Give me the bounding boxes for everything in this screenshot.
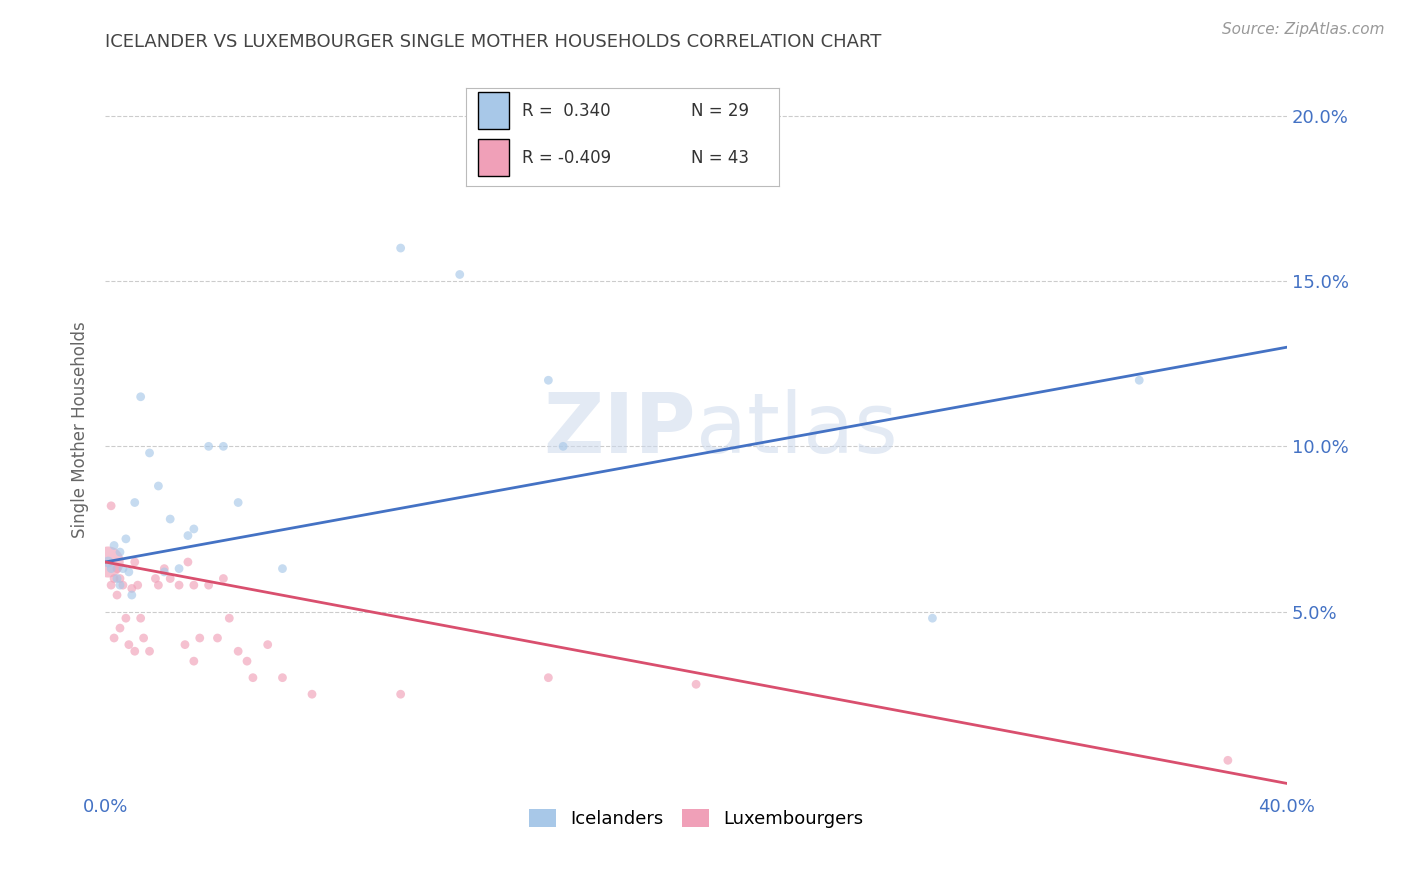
Point [389,687,412,701]
Point [226,495,249,509]
Point [167,561,190,575]
Point [108,545,131,559]
Point [129,611,152,625]
Y-axis label: Single Mother Households: Single Mother Households [72,321,89,538]
Point [183,654,205,668]
Point [236,654,259,668]
Point [103,572,125,586]
Text: Source: ZipAtlas.com: Source: ZipAtlas.com [1222,22,1385,37]
Point [197,578,219,592]
Point [218,611,240,625]
Point [212,439,235,453]
Point [138,644,160,658]
Point [97,555,120,569]
Point [148,578,170,592]
Point [167,578,190,592]
Point [124,555,146,569]
Point [449,268,471,282]
Point [97,555,120,569]
Text: atlas: atlas [696,389,898,470]
Point [537,373,560,387]
Point [177,555,200,569]
Point [132,631,155,645]
Text: ZIP: ZIP [544,389,696,470]
Point [1128,373,1150,387]
Point [1216,753,1239,767]
Point [138,446,160,460]
Point [124,644,146,658]
Point [226,644,249,658]
Point [242,671,264,685]
Point [108,572,131,586]
Point [153,565,176,579]
Point [212,572,235,586]
Point [271,671,294,685]
Point [148,479,170,493]
Point [108,621,131,635]
Point [100,578,122,592]
Point [118,565,141,579]
Point [553,439,575,453]
Point [115,611,138,625]
Point [153,561,176,575]
Point [124,495,146,509]
Point [301,687,323,701]
Point [271,561,294,575]
Point [115,532,138,546]
Point [111,561,134,575]
Point [127,578,149,592]
Point [103,539,125,553]
Point [183,522,205,536]
Point [389,241,412,255]
Point [537,671,560,685]
Point [921,611,943,625]
Point [129,390,152,404]
Point [103,631,125,645]
Point [159,572,181,586]
Text: ICELANDER VS LUXEMBOURGER SINGLE MOTHER HOUSEHOLDS CORRELATION CHART: ICELANDER VS LUXEMBOURGER SINGLE MOTHER … [105,33,882,51]
Point [118,638,141,652]
Legend: Icelanders, Luxembourgers: Icelanders, Luxembourgers [522,801,870,835]
Point [121,582,143,596]
Point [197,439,219,453]
Point [121,588,143,602]
Point [100,561,122,575]
Point [174,638,197,652]
Point [188,631,211,645]
Point [105,588,128,602]
Point [177,528,200,542]
Point [111,578,134,592]
Point [256,638,278,652]
Point [685,677,707,691]
Point [183,578,205,592]
Point [145,572,167,586]
Point [108,578,131,592]
Point [105,572,128,586]
Point [100,499,122,513]
Point [105,561,128,575]
Point [159,512,181,526]
Point [207,631,229,645]
